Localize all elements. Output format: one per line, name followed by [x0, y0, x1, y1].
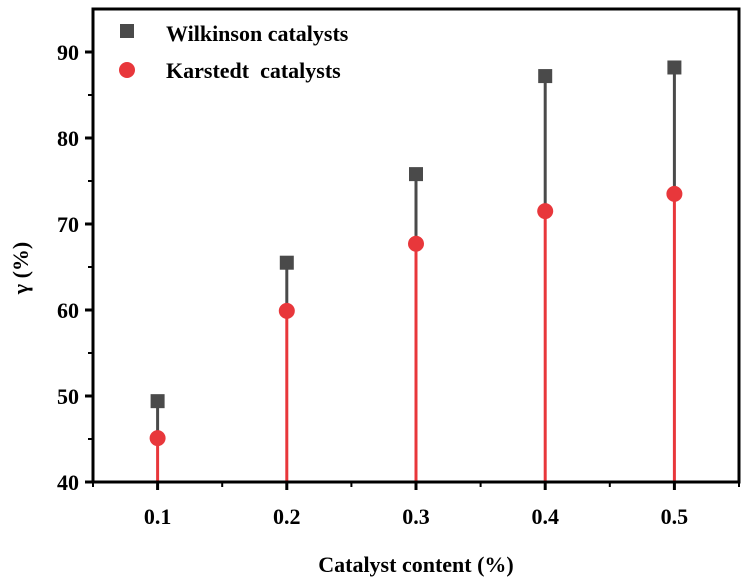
- legend-square-marker-icon: [120, 24, 134, 38]
- drop-lines: [156, 67, 676, 482]
- legend-circle-marker-icon: [119, 62, 135, 78]
- x-tick-label: 0.4: [531, 504, 559, 529]
- x-tick-label: 0.5: [661, 504, 689, 529]
- y-tick-label: 80: [57, 126, 79, 151]
- y-axis-title: γ (%): [8, 242, 33, 295]
- x-tick-label: 0.2: [273, 504, 301, 529]
- legend: Wilkinson catalysts Karstedt catalysts: [119, 21, 349, 83]
- x-tick-label: 0.3: [402, 504, 430, 529]
- data-point-karstedt: [666, 185, 683, 202]
- y-tick-label: 40: [57, 470, 79, 495]
- legend-label-wilkinson: Wilkinson catalysts: [166, 21, 349, 46]
- legend-label-karstedt: Karstedt catalysts: [166, 58, 341, 83]
- data-point-wilkinson: [667, 60, 682, 75]
- data-point-wilkinson: [409, 167, 423, 182]
- data-point-karstedt: [537, 203, 554, 220]
- data-point-wilkinson: [279, 255, 294, 270]
- x-tick-label: 0.1: [144, 504, 172, 529]
- axes: 40 50 60 70 80 90 0.1 0.2 0.3 0.4 0.5: [57, 7, 741, 529]
- data-point-wilkinson: [538, 69, 553, 84]
- y-tick-label: 60: [57, 298, 79, 323]
- y-tick-label: 50: [57, 384, 79, 409]
- y-tick-label: 70: [57, 212, 79, 237]
- data-point-wilkinson: [150, 394, 165, 409]
- data-point-karstedt: [278, 302, 295, 319]
- data-markers: [149, 60, 683, 447]
- x-axis-title: Catalyst content (%): [318, 552, 514, 577]
- data-point-karstedt: [149, 430, 166, 447]
- data-point-karstedt: [408, 235, 424, 252]
- y-tick-label: 90: [57, 40, 79, 65]
